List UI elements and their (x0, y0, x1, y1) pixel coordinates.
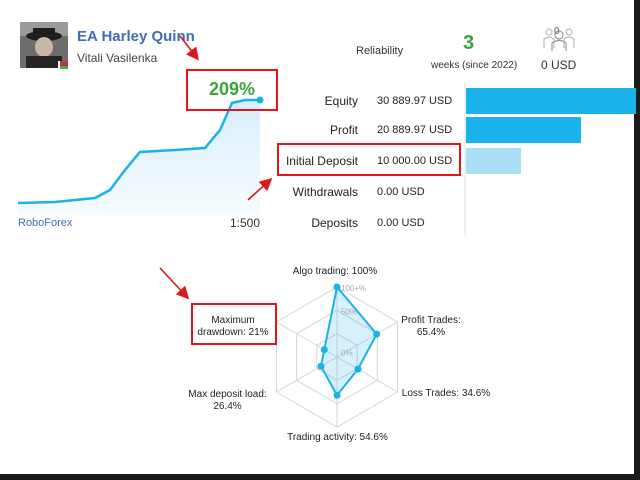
radar-chart: 100+% 50% 0% (275, 283, 399, 428)
stat-value: 20 889.97 USD (377, 124, 453, 136)
radar-point (320, 346, 328, 354)
person-avatar-icon (20, 22, 68, 68)
radar-axis (276, 356, 338, 393)
radar-scale-label: 50% (341, 307, 357, 316)
radar-label-drawdown: Maximum (211, 315, 255, 326)
radar-axis (336, 356, 398, 393)
radar-point (373, 330, 381, 338)
growth-area (18, 100, 260, 215)
stat-label: Initial Deposit (285, 154, 358, 168)
radar-series (319, 284, 378, 398)
radar-label-algo: Algo trading: 100% (292, 266, 378, 277)
subscribers-count: 0 (554, 26, 560, 37)
radar-value-load: 26.4% (213, 401, 242, 412)
arrow-drawdown (159, 267, 190, 300)
belarus-flag-icon (58, 56, 68, 69)
stat-label: Profit (329, 123, 358, 137)
stat-label: Equity (324, 94, 358, 108)
radar-point (333, 283, 341, 291)
stat-label: Withdrawals (292, 185, 358, 199)
radar-point (333, 391, 341, 399)
radar-value-profit: 65.4% (416, 327, 446, 338)
radar-value-drawdown: drawdown: 21% (197, 327, 269, 338)
radar-label-load: Max deposit load: (188, 389, 267, 400)
stat-value: 30 889.97 USD (377, 95, 453, 107)
radar-axis (336, 321, 398, 358)
stat-value: 0.00 USD (377, 217, 425, 229)
radar-point (317, 362, 325, 370)
arrow-growth (179, 35, 199, 61)
drawdown-highlight-box (191, 303, 277, 345)
stat-bar (466, 117, 581, 143)
radar-scale-label: 0% (341, 348, 353, 357)
avatar[interactable] (20, 22, 68, 68)
radar-label-profit: Profit Trades: (401, 315, 461, 326)
radar-label-loss: Loss Trades: 34.6% (401, 388, 491, 399)
stat-bar (466, 148, 521, 174)
radar-point (354, 365, 362, 373)
deposit-highlight-box (277, 143, 461, 176)
growth-line (17, 98, 260, 205)
arrow-deposit (247, 177, 273, 201)
leverage-value: 1:500 (230, 216, 261, 230)
radar-label-activity: Trading activity: 54.6% (287, 432, 388, 443)
subscribers-usd: 0 USD (541, 58, 577, 72)
stat-value: 10 000.00 USD (377, 155, 453, 167)
growth-end-point (256, 96, 264, 104)
stat-label: Deposits (311, 216, 358, 230)
author-name[interactable]: Vitali Vasilenka (77, 51, 158, 65)
subscribers-icon (541, 22, 577, 52)
reliability-subtitle: weeks (since 2022) (431, 60, 518, 71)
signal-name-link[interactable]: EA Harley Quinn (77, 28, 195, 45)
stat-bar (466, 88, 636, 114)
stat-value: 0.00 USD (377, 186, 425, 198)
reliability-label: Reliability (356, 45, 404, 57)
growth-value: 209% (208, 79, 256, 99)
broker-link[interactable]: RoboForex (18, 217, 73, 229)
radar-scale-label: 100+% (341, 284, 366, 293)
growth-chart (17, 96, 264, 215)
reliability-value: 3 (463, 32, 475, 54)
growth-highlight-box (186, 69, 278, 111)
